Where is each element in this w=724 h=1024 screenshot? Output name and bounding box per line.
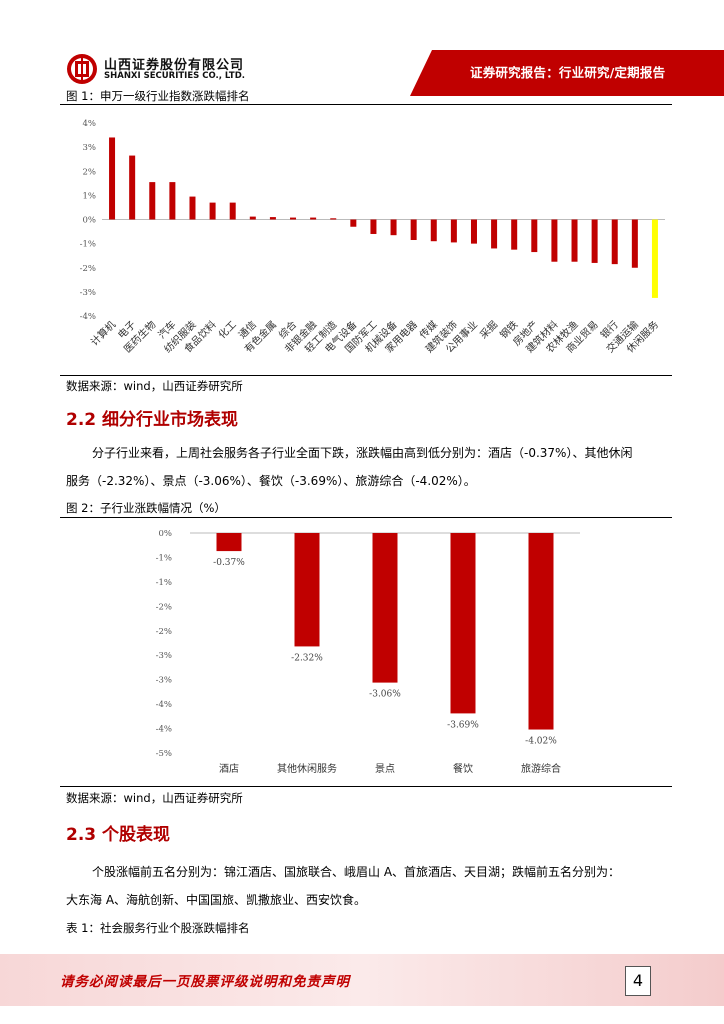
bar	[109, 137, 116, 220]
company-logo	[66, 53, 98, 85]
bar	[294, 533, 320, 647]
figure2-chart: 0% -1% -1% -2% -2% -3% -3% -4% -4% -5% -0.37% 酒店 -2.…	[156, 529, 580, 775]
y-tick-label: -3%	[156, 676, 172, 686]
figure1-top-rule	[60, 104, 672, 105]
y-tick-label: -3%	[80, 288, 96, 298]
y-tick-label: 1%	[83, 191, 97, 201]
bar	[651, 219, 658, 298]
bar	[350, 219, 357, 227]
bar	[511, 219, 518, 250]
data-label: -4.02%	[525, 737, 557, 747]
y-tick-label: -1%	[156, 578, 172, 588]
footer-disclaimer: 请务必阅读最后一页股票评级说明和免责声明	[60, 974, 350, 990]
section-2-3-para-line2: 大东海 A、海航创新、中国国旅、凯撒旅业、西安饮食。	[66, 893, 367, 907]
data-label: -3.06%	[369, 690, 401, 700]
section-2-2-para-line1: 分子行业来看，上周社会服务各子行业全面下跌，涨跌幅由高到低分别为：酒店（-0.3…	[92, 446, 633, 460]
y-tick-label: -3%	[156, 651, 172, 661]
bar	[631, 219, 638, 268]
y-tick-label: 0%	[83, 216, 97, 226]
x-tick-label: 化工	[215, 318, 238, 341]
y-tick-label: -2%	[156, 627, 172, 637]
bar	[216, 533, 242, 552]
figure2-top-rule	[60, 517, 672, 518]
y-tick-label: 4%	[83, 119, 97, 129]
bar	[470, 219, 477, 244]
figure1-source: 数据来源：wind，山西证券研究所	[66, 379, 243, 393]
x-tick-label: 旅游综合	[521, 762, 561, 775]
x-tick-label: 采掘	[477, 318, 500, 341]
bar	[611, 219, 618, 265]
bar	[531, 219, 538, 253]
bar	[149, 182, 156, 220]
section-2-3-para-line1: 个股涨幅前五名分别为：锦江酒店、国旅联合、峨眉山 A、首旅酒店、天目湖；跌幅前五…	[92, 865, 621, 879]
x-tick-label: 其他休闲服务	[277, 762, 337, 775]
data-label: -2.32%	[291, 653, 323, 663]
figure2-caption: 图 2：子行业涨跌幅情况（%）	[66, 501, 226, 515]
bar	[430, 219, 437, 242]
bar	[370, 219, 377, 234]
bar	[491, 219, 498, 249]
bar	[290, 217, 297, 220]
bar	[390, 219, 397, 236]
y-tick-label: -4%	[156, 700, 172, 710]
y-tick-label: -1%	[80, 240, 96, 250]
bar	[169, 182, 176, 220]
company-name-cn: 山西证券股份有限公司	[104, 58, 245, 73]
y-tick-label: 2%	[83, 167, 97, 177]
bar	[229, 202, 236, 220]
header-band	[410, 50, 724, 96]
company-name-en: SHANXI SECURITIES CO., LTD.	[104, 71, 246, 81]
bar	[269, 217, 276, 220]
x-tick-label: 景点	[375, 763, 395, 775]
y-tick-label: -1%	[156, 553, 172, 563]
section-title-2-2: 2.2 细分行业市场表现	[66, 410, 239, 430]
x-tick-label: 酒店	[219, 762, 239, 775]
y-tick-label: 0%	[159, 529, 173, 539]
y-tick-label: -2%	[80, 264, 96, 274]
figure2-source: 数据来源：wind，山西证券研究所	[66, 791, 243, 805]
bar	[330, 218, 337, 220]
bar	[571, 219, 578, 262]
figure1-bottom-rule	[60, 375, 672, 376]
bar	[591, 219, 598, 263]
section-title-2-3: 2.3 个股表现	[66, 825, 171, 845]
bar	[310, 217, 317, 220]
bar	[551, 219, 558, 262]
bar	[528, 533, 554, 730]
page-number: 4	[625, 966, 651, 996]
bar	[129, 155, 136, 220]
data-label: -3.69%	[447, 720, 479, 730]
bar	[450, 219, 457, 243]
bar	[249, 216, 256, 220]
x-tick-label: 餐饮	[453, 762, 473, 775]
section-2-2-para-line2: 服务（-2.32%）、景点（-3.06%）、餐饮（-3.69%）、旅游综合（-4…	[66, 474, 476, 488]
x-tick-label: 计算机	[88, 318, 118, 348]
bar	[209, 202, 216, 220]
bar	[410, 219, 417, 241]
y-tick-label: -4%	[156, 725, 172, 735]
bar	[372, 533, 398, 683]
footer-band	[0, 954, 724, 1006]
figure2-bottom-rule	[60, 786, 672, 787]
figure1-caption: 图 1：申万一级行业指数涨跌幅排名	[66, 89, 250, 103]
y-tick-label: -5%	[156, 749, 172, 759]
y-tick-label: -4%	[80, 312, 96, 322]
report-type: 证券研究报告：行业研究/定期报告	[470, 65, 666, 80]
data-label: -0.37%	[213, 558, 245, 568]
bar	[189, 196, 196, 220]
y-tick-label: -2%	[156, 602, 172, 612]
figure1-chart: 4%3%2%1%0%-1%-2%-3%-4%计算机电子医药生物汽车纺织服装食品饮…	[80, 119, 665, 355]
y-tick-label: 3%	[83, 143, 97, 153]
table1-caption: 表 1：社会服务行业个股涨跌幅排名	[66, 921, 250, 935]
bar	[450, 533, 476, 714]
